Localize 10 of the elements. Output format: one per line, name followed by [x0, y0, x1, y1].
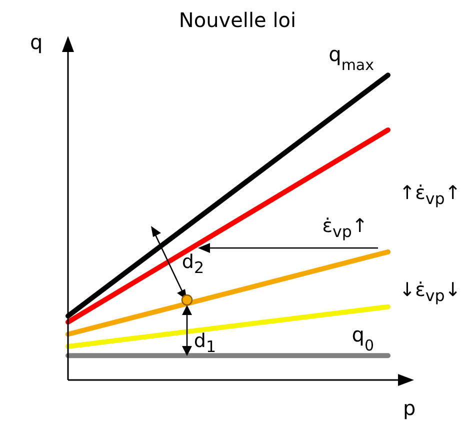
annotation: ↓ε̇$_{vp}$↓	[399, 279, 461, 305]
annotation: d$_{2}$	[182, 251, 204, 277]
chart-title: Nouvelle loi	[178, 8, 296, 32]
y-axis-title: q	[30, 30, 43, 54]
series-label: q$_{max}$	[328, 42, 374, 74]
x-axis-title: p	[403, 396, 416, 420]
annotation: ↑ε̇$_{vp}$↑	[399, 182, 461, 208]
annotation: ε̇$_{vp}$↑	[322, 215, 368, 241]
annotation: d$_{1}$	[194, 330, 216, 356]
series-label: q$_{0}$	[352, 322, 374, 355]
